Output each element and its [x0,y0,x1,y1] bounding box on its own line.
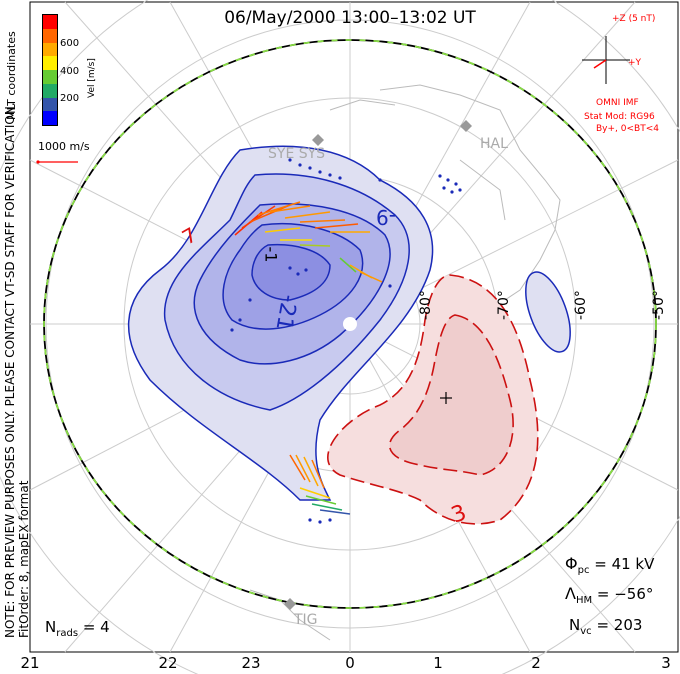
phi-pc: Φpc = 41 kV [565,554,655,576]
side-negative-cell [525,271,571,353]
mlt-tick-0: 0 [345,654,355,672]
imf-vector [593,59,607,69]
colorbar [42,14,58,126]
imf-source: OMNI IMF [596,98,639,108]
scale-vector-origin [36,160,40,164]
hm-boundary-dash [43,39,657,609]
fit-order: FitOrder: 8, mapEX format [17,480,31,638]
latitude-label-70: -70° [496,290,512,320]
page-title: 06/May/2000 13:00–13:02 UT [224,8,476,28]
colorbar-segment [43,97,57,112]
velocity-vectors [234,201,383,515]
imf-model: Stat Mod: RG96 [584,112,655,122]
colorbar-tick-200: 200 [60,93,80,104]
colorbar-tick-400: 400 [60,66,80,77]
latitude-label-60: -60° [573,290,589,320]
mlt-tick-1: 1 [433,654,443,672]
latitude-label-80: -80° [418,290,434,320]
lambda-hm: ΛHM = −56° [565,584,654,606]
station-label-right: HAL [480,136,508,152]
mlt-tick-3: 3 [661,654,671,672]
mlt-tick-2: 2 [531,654,541,672]
vector-dots [230,158,462,524]
mlt-tick-22: 22 [158,654,178,672]
mlt-tick-21: 21 [20,654,40,672]
latitude-label-50: -50° [651,290,667,320]
positive-cell [327,274,539,525]
pole-marker [343,317,357,331]
imf-y-label: +Y [628,58,642,68]
map-frame [29,1,679,653]
colorbar-segment [43,15,57,29]
mlt-tick-23: 23 [241,654,261,672]
colorbar-segment [43,111,57,125]
colorbar-segment [43,83,57,98]
potential-max-marker [440,392,452,404]
n-vc: Nvc = 203 [569,616,643,637]
contour-label-neg-a: -9 [376,205,396,229]
scale-vector-label: 1000 m/s [38,140,90,153]
side-note: NOTE: FOR PREVIEW PURPOSES ONLY. PLEASE … [3,102,17,638]
station-markers [284,120,472,610]
contour-label-neg-c: -1 [261,246,281,263]
colorbar-segment [43,42,57,57]
colorbar-segment [43,56,57,70]
colorbar-tick-600: 600 [60,38,80,49]
colorbar-label: Vel [m/s] [87,58,97,98]
colorbar-segment [43,28,57,43]
station-label-top: SYE SYS [268,146,326,162]
imf-condition: By+, 0<BT<4 [596,124,659,134]
colorbar-segment [43,70,57,84]
n-rads: Nrads = 4 [45,618,110,639]
negative-cell [128,145,434,501]
station-label-bottom: TIG [294,612,318,628]
imf-z-label: +Z (5 nT) [612,14,656,24]
